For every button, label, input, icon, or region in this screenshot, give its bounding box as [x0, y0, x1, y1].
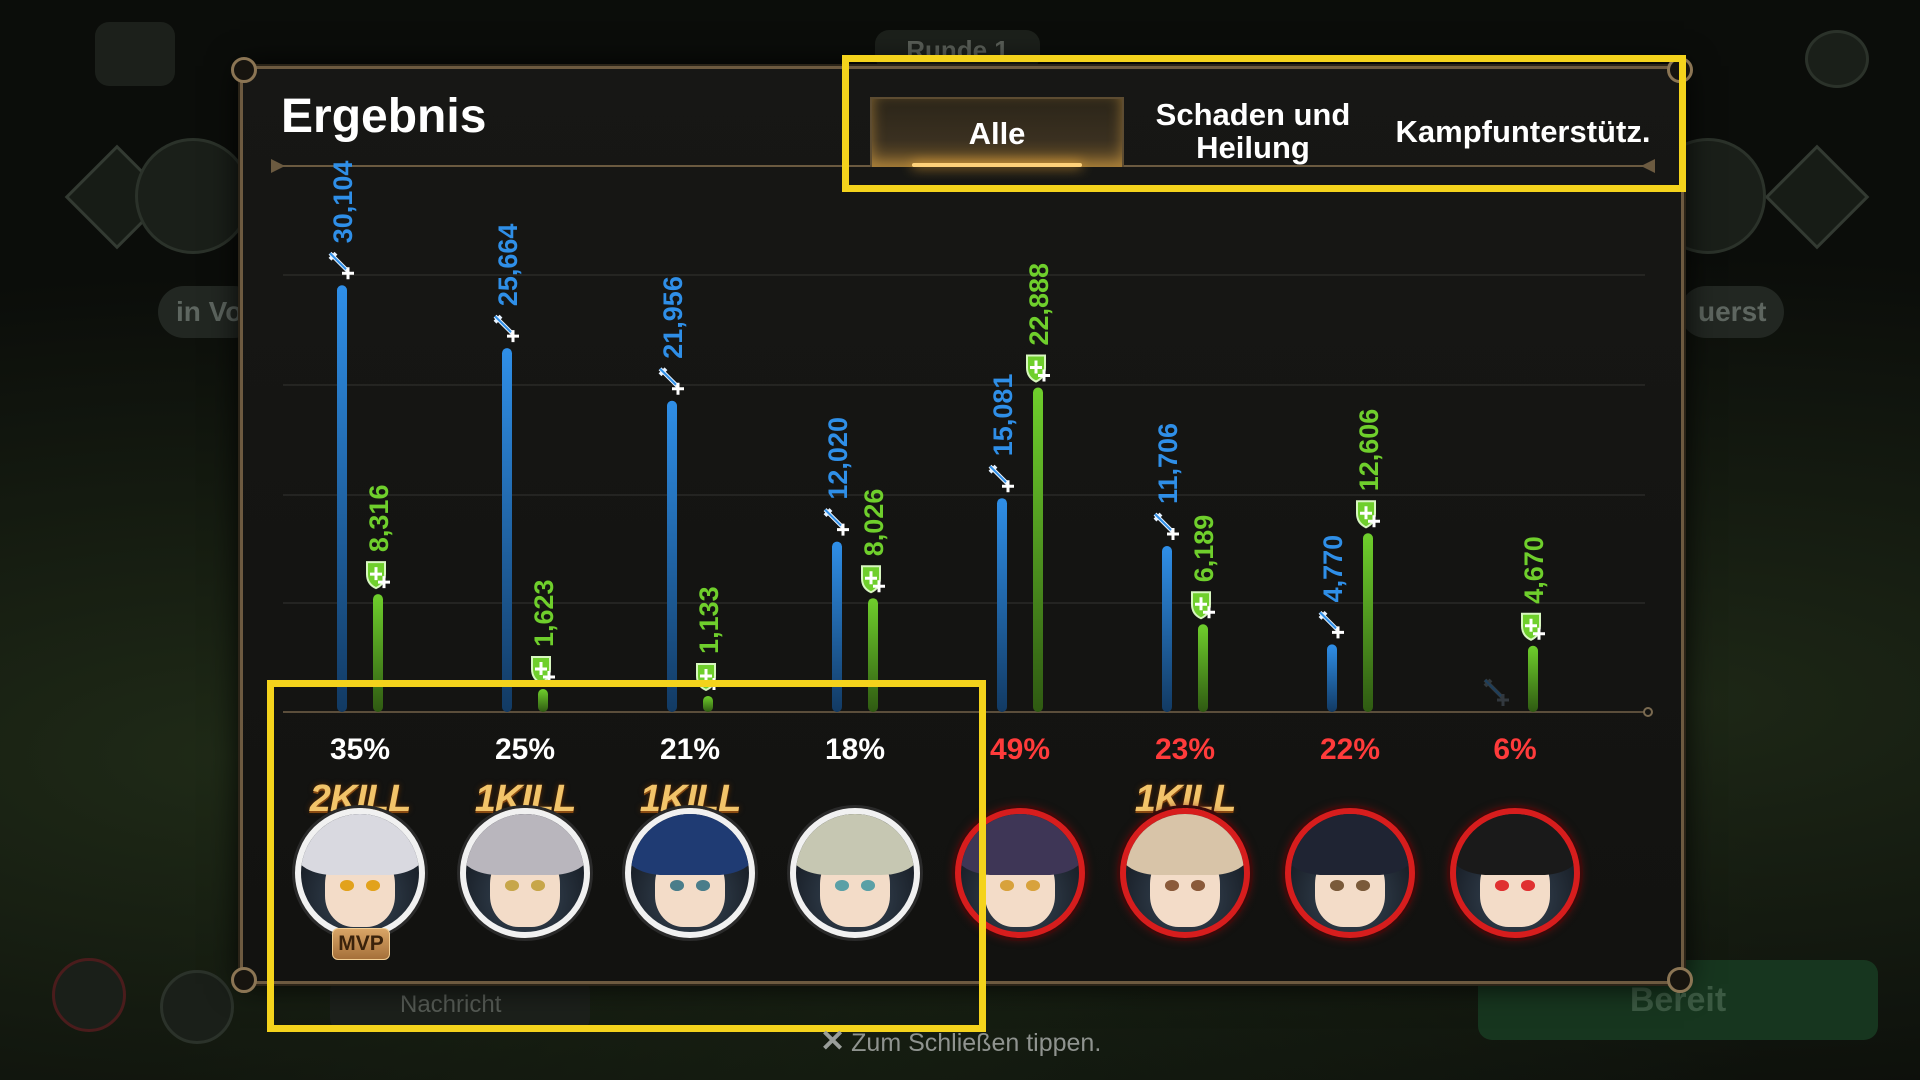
- ally-hero-avatar[interactable]: [295, 808, 425, 938]
- ban-icon[interactable]: [52, 958, 126, 1032]
- hero-contribution-percent: 6%: [1493, 733, 1537, 766]
- enemy-hero-avatar[interactable]: [1450, 808, 1580, 938]
- chat-icon[interactable]: [1805, 30, 1869, 88]
- close-hint[interactable]: ✕ Zum Schließen tippen.: [820, 1024, 1101, 1059]
- hero-contribution-percent: 22%: [1319, 733, 1381, 766]
- hero-eye: [1190, 880, 1206, 891]
- hero-hair: [631, 814, 749, 876]
- hero-eye: [1355, 880, 1371, 891]
- ally-hero-avatar[interactable]: [460, 808, 590, 938]
- ally-hero-avatar[interactable]: [625, 808, 755, 938]
- hero-eye: [339, 880, 355, 891]
- close-hint-label: Zum Schließen tippen.: [851, 1029, 1102, 1057]
- hero-hair: [1456, 814, 1574, 876]
- hero-contribution-percent: 25%: [494, 733, 556, 766]
- enemy-hero-avatar[interactable]: [1120, 808, 1250, 938]
- panel-corner-ornament: [1667, 967, 1693, 993]
- enemy-hero-avatar[interactable]: [955, 808, 1085, 938]
- tab-label: Alle: [968, 115, 1026, 151]
- hero-hair: [1291, 814, 1409, 876]
- hero-contribution-percent: 49%: [989, 733, 1051, 766]
- hero-hair: [796, 814, 914, 876]
- hero-eye: [530, 880, 546, 891]
- close-icon: ✕: [820, 1025, 846, 1058]
- hero-contribution-percent: 35%: [329, 733, 391, 766]
- tabs-highlight-box: [842, 55, 1686, 192]
- mvp-badge: MVP: [332, 928, 390, 960]
- tab-damage-healing[interactable]: Schaden und Heilung: [1123, 97, 1383, 165]
- right-order-pill: uerst: [1680, 286, 1785, 338]
- hero-contribution-percent: 18%: [824, 733, 886, 766]
- hero-hair: [301, 814, 419, 876]
- hero-contribution-percent: 23%: [1154, 733, 1216, 766]
- hero-eye: [834, 880, 850, 891]
- tab-combat-support[interactable]: Kampfunterstütz.: [1383, 97, 1663, 165]
- hero-eye: [504, 880, 520, 891]
- right-crest-icon: [1764, 144, 1870, 250]
- hero-hair: [1126, 814, 1244, 876]
- hero-eye: [999, 880, 1015, 891]
- tab-all[interactable]: Alle: [870, 97, 1124, 167]
- hero-eye: [365, 880, 381, 891]
- left-portrait: [135, 138, 251, 254]
- hero-eye: [1329, 880, 1345, 891]
- hero-eye: [1520, 880, 1536, 891]
- hero-eye: [695, 880, 711, 891]
- ally-hero-avatar[interactable]: [790, 808, 920, 938]
- tab-label: Schaden und Heilung: [1155, 97, 1351, 165]
- enemy-hero-avatar[interactable]: [1285, 808, 1415, 938]
- exit-button[interactable]: [95, 22, 175, 86]
- hero-eye: [1025, 880, 1041, 891]
- panel-corner-ornament: [231, 967, 257, 993]
- hero-hair: [466, 814, 584, 876]
- bottom-left-avatar: [160, 970, 234, 1044]
- hero-contribution-percent: 21%: [659, 733, 721, 766]
- hero-eye: [1494, 880, 1510, 891]
- panel-corner-ornament: [231, 57, 257, 83]
- team-highlight-box: [267, 680, 986, 1032]
- hero-eye: [1164, 880, 1180, 891]
- hero-eye: [669, 880, 685, 891]
- panel-title: Ergebnis: [281, 90, 487, 143]
- message-button[interactable]: Nachricht: [330, 978, 590, 1032]
- hero-eye: [860, 880, 876, 891]
- tab-label: Kampfunterstütz.: [1395, 113, 1651, 149]
